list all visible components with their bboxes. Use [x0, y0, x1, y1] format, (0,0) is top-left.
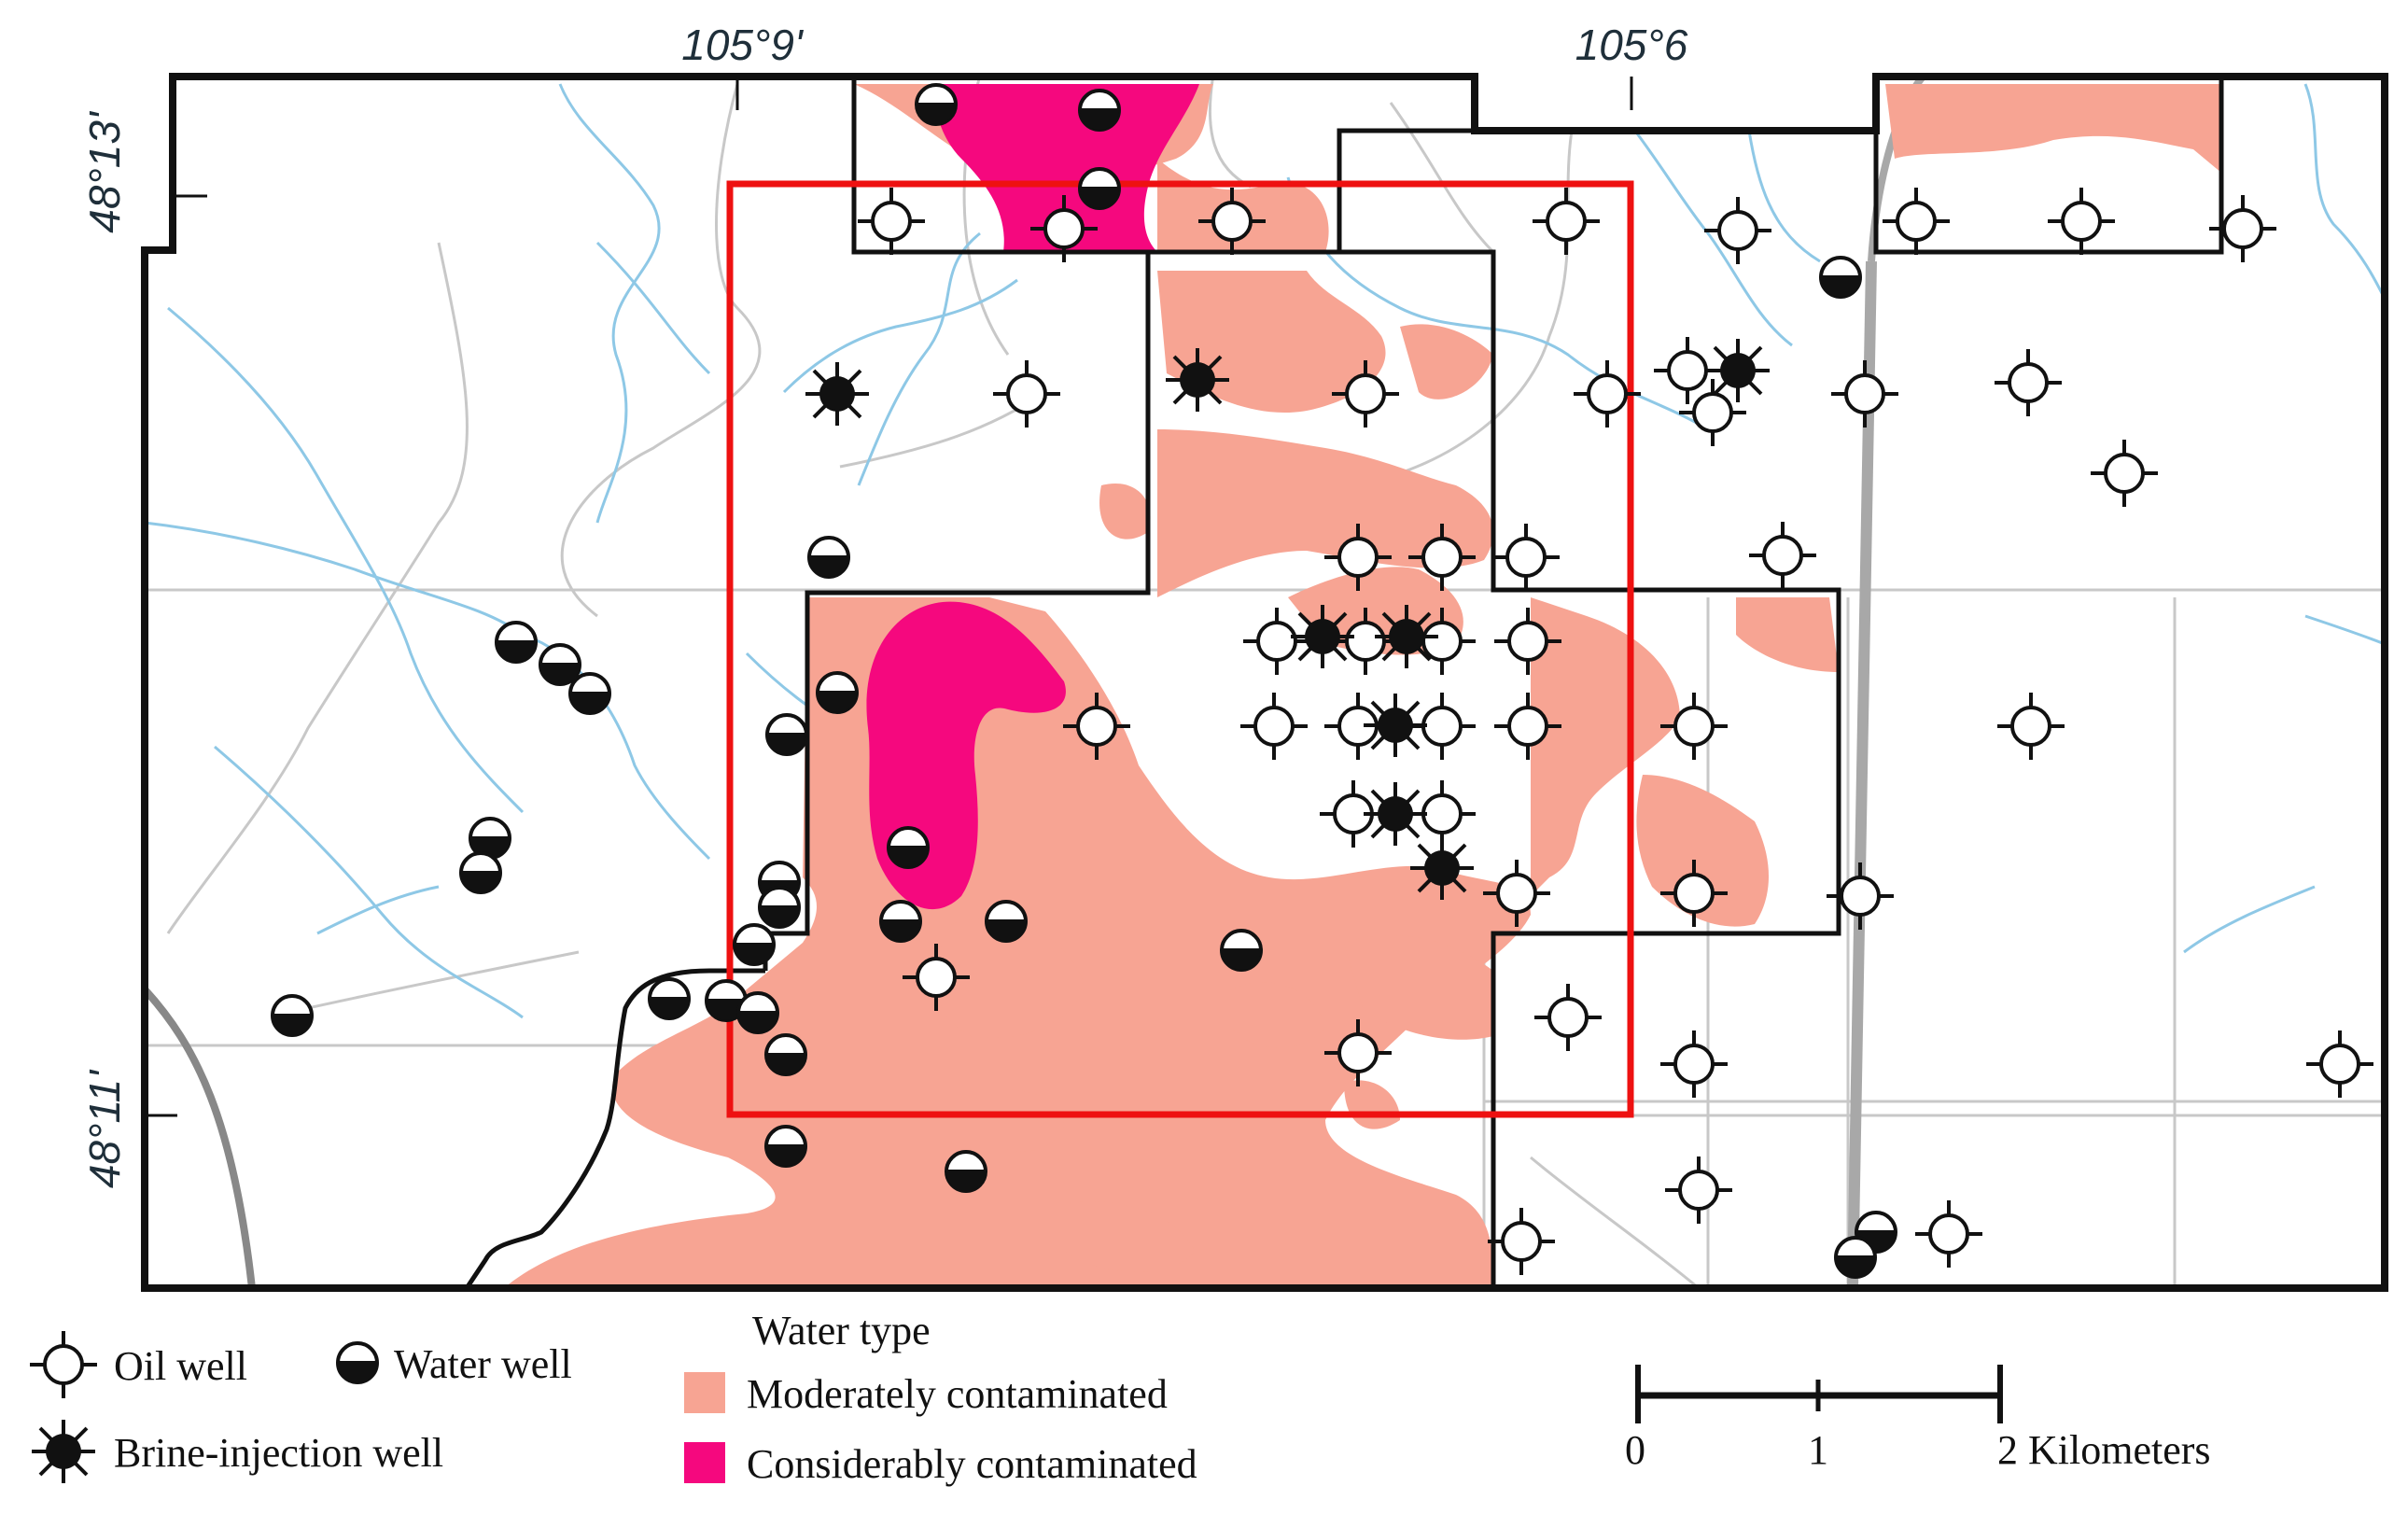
water-well-17 [733, 923, 776, 966]
water-well-15 [879, 900, 922, 943]
water-well-3 [1078, 167, 1121, 210]
water-well-18 [648, 977, 691, 1020]
brine-injection-well-7 [1362, 780, 1429, 848]
water-well-20 [736, 991, 779, 1034]
water-type-legend-title: Water type [752, 1308, 931, 1353]
longitude-label-west: 105°9' [681, 21, 805, 69]
water-well-12 [887, 826, 930, 869]
water-well-7 [568, 672, 611, 715]
water-well-28 [1834, 1236, 1877, 1279]
water-well-14 [758, 886, 801, 929]
brine-injection-well-8 [1408, 834, 1476, 902]
water-well-5 [495, 621, 538, 664]
brine-injection-well-legend-label: Brine-injection well [114, 1430, 443, 1476]
moderate-contamination-swatch [684, 1372, 725, 1413]
water-well-11 [459, 851, 502, 894]
water-well-2 [1078, 89, 1121, 132]
water-well-legend-label: Water well [394, 1341, 572, 1387]
water-well-22 [1220, 929, 1263, 972]
scale-tick-1: 1 [1808, 1427, 1828, 1473]
water-well-8 [816, 671, 859, 714]
water-well-26 [1819, 256, 1862, 299]
water-well-legend-icon [336, 1341, 379, 1384]
water-well-1 [915, 83, 958, 126]
water-well-23 [271, 994, 314, 1037]
scale-tick-2: 2 Kilometers [1997, 1427, 2211, 1473]
water-well-24 [764, 1125, 807, 1168]
considerable-contamination-legend-label: Considerably contaminated [747, 1441, 1197, 1487]
water-well-16 [985, 900, 1028, 943]
water-well-6 [539, 643, 581, 686]
map-area [145, 77, 2385, 1288]
water-well-4 [807, 536, 850, 579]
latitude-label-north: 48°13' [80, 110, 129, 233]
considerable-contamination-swatch [684, 1442, 725, 1483]
moderate-contamination-legend-label: Moderately contaminated [747, 1371, 1168, 1417]
longitude-label-east: 105°6 [1575, 21, 1688, 69]
brine-injection-well-6 [1362, 692, 1429, 759]
latitude-label-south: 48°11' [80, 1069, 129, 1188]
brine-injection-well-1 [804, 360, 871, 428]
study-area-rectangle [726, 180, 1634, 1118]
water-well-9 [765, 713, 808, 756]
brine-injection-well-3 [1704, 337, 1771, 404]
brine-injection-well-4 [1289, 603, 1356, 670]
legend: Oil well Water well Brine-injection well… [28, 1308, 1197, 1487]
map-frame [141, 73, 2388, 1292]
scale-bar: 0 1 2 Kilometers [1625, 1365, 2211, 1473]
brine-injection-well-5 [1373, 603, 1440, 670]
brine-injection-well-2 [1164, 346, 1231, 414]
oil-well-legend-label: Oil well [114, 1343, 247, 1389]
graticule-ticks [145, 77, 1633, 1117]
oil-well-legend-icon [28, 1329, 99, 1400]
scale-tick-0: 0 [1625, 1427, 1645, 1473]
water-well-25 [945, 1150, 987, 1193]
brine-injection-well-legend-icon [30, 1418, 97, 1485]
water-well-21 [764, 1033, 807, 1076]
